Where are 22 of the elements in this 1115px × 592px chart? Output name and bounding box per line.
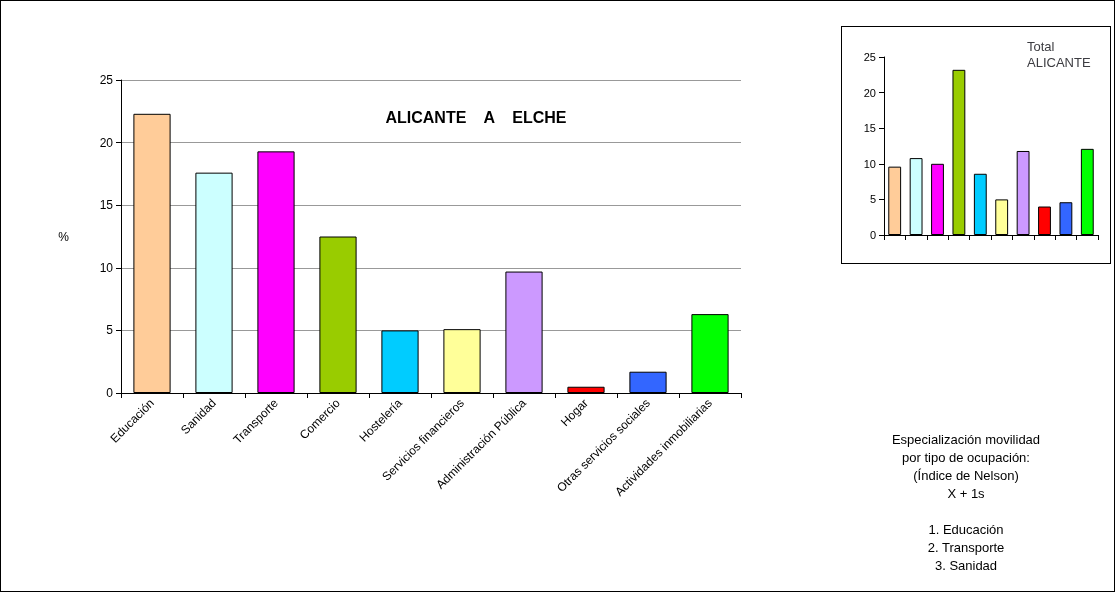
text: X + 1s bbox=[947, 486, 986, 501]
y-axis-title: % bbox=[58, 229, 70, 244]
y-tick-label: 5 bbox=[869, 193, 876, 206]
y-tick-label: 20 bbox=[99, 135, 114, 150]
y-tick-label: 10 bbox=[863, 157, 876, 170]
text: 1. Educación bbox=[928, 522, 1004, 537]
y-tick-label: 0 bbox=[869, 229, 876, 241]
y-tick-label: 10 bbox=[99, 260, 114, 275]
chart-title: Total ALICANTE bbox=[1027, 38, 1091, 70]
y-tick-label: 20 bbox=[863, 86, 876, 99]
y-tick-label: 0 bbox=[106, 386, 114, 400]
y-tick-label: 15 bbox=[863, 122, 876, 135]
text: (Índice de Nelson) bbox=[913, 468, 1019, 483]
text: Especialización movilidad bbox=[891, 432, 1041, 447]
y-tick-label: 15 bbox=[99, 198, 114, 213]
text: 3. Sanidad bbox=[934, 558, 998, 573]
y-tick-label: 25 bbox=[99, 73, 114, 87]
y-tick-label: 25 bbox=[863, 51, 876, 63]
text: por tipo de ocupación: bbox=[902, 450, 1030, 465]
y-tick-label: 5 bbox=[106, 323, 114, 338]
text: 2. Transporte bbox=[927, 540, 1005, 555]
text: ALICANTE A ELCHE bbox=[385, 108, 567, 126]
